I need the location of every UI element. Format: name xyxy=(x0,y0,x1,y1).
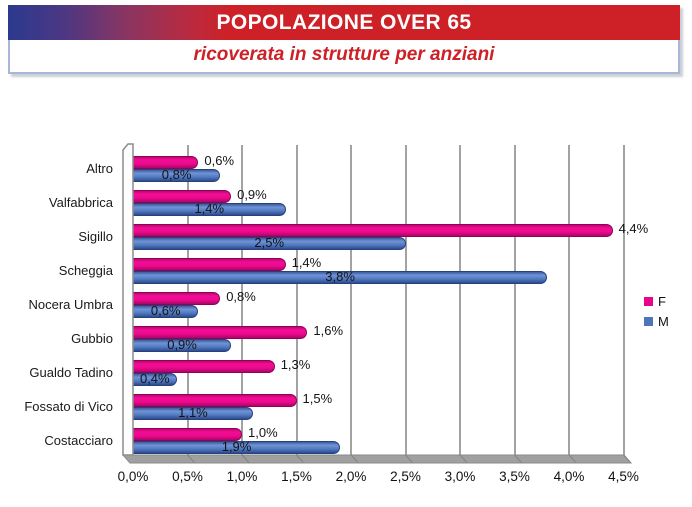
floor-tick xyxy=(296,454,304,463)
floor-tick xyxy=(405,454,413,463)
value-label-m-sigillo: 2,5% xyxy=(254,235,285,250)
gridline xyxy=(459,145,461,455)
page-subtitle: ricoverata in strutture per anziani xyxy=(193,44,495,65)
legend-item-f: F xyxy=(644,293,669,309)
legend-item-m: M xyxy=(644,313,669,329)
header-banner: POPOLAZIONE OVER 65 ricoverata in strutt… xyxy=(8,5,680,74)
value-label-m-fossato-di-vico: 1,1% xyxy=(178,405,208,420)
header-white-band: ricoverata in strutture per anziani xyxy=(8,40,680,74)
legend-label-m: M xyxy=(658,313,669,329)
value-label-m-gubbio: 0,9% xyxy=(167,337,197,352)
floor-tick xyxy=(623,454,631,463)
value-label-f-sigillo: 4,4% xyxy=(618,221,649,236)
x-tick-label: 2,0% xyxy=(335,469,367,484)
floor-tick xyxy=(514,454,522,463)
page-title: POPOLAZIONE OVER 65 xyxy=(216,11,472,34)
value-label-m-altro: 0,8% xyxy=(161,167,192,182)
gridline xyxy=(295,145,298,455)
value-label-f-gubbio: 1,6% xyxy=(313,323,344,338)
category-label-scheggia: Scheggia xyxy=(58,263,113,278)
header-red-band: POPOLAZIONE OVER 65 xyxy=(8,5,680,40)
floor-tick xyxy=(459,454,468,463)
category-label-sigillo: Sigillo xyxy=(78,229,113,244)
x-tick-label: 0,5% xyxy=(172,469,203,484)
axis-floor-3d xyxy=(121,454,633,464)
value-label-f-altro: 0,6% xyxy=(204,153,235,168)
floor-tick xyxy=(187,454,195,463)
category-label-gubbio: Gubbio xyxy=(71,331,113,346)
gridline xyxy=(513,145,516,455)
x-tick-label: 1,5% xyxy=(281,469,312,484)
category-label-costacciaro: Costacciaro xyxy=(44,433,113,448)
x-tick-label: 3,0% xyxy=(444,469,476,484)
bar-chart: Altro Valfabbrica Sigillo Scheggia Nocera Um… xyxy=(0,95,692,507)
value-label-f-scheggia: 1,4% xyxy=(291,255,322,270)
category-label-valfabbrica: Valfabbrica xyxy=(48,195,113,210)
x-tick-label: 2,5% xyxy=(390,469,421,484)
floor-tick xyxy=(350,454,359,463)
gridline xyxy=(241,145,243,455)
category-label-fossato-di-vico: Fossato di Vico xyxy=(24,399,113,414)
x-tick-label: 1,0% xyxy=(226,469,258,484)
value-label-f-gualdo-tadino: 1,3% xyxy=(280,357,311,372)
value-label-m-nocera-umbra: 0,6% xyxy=(150,303,181,318)
gridline xyxy=(568,145,570,455)
value-label-m-valfabbrica: 1,4% xyxy=(194,201,225,216)
value-label-f-costacciaro: 1,0% xyxy=(248,425,278,440)
value-label-m-costacciaro: 1,9% xyxy=(221,439,252,454)
value-label-f-fossato-di-vico: 1,5% xyxy=(302,391,333,406)
value-label-f-valfabbrica: 0,9% xyxy=(237,187,267,202)
floor-tick xyxy=(568,454,577,463)
value-label-f-nocera-umbra: 0,8% xyxy=(226,289,256,304)
gridline xyxy=(622,145,625,455)
x-tick-label: 3,5% xyxy=(499,469,530,484)
bar-f-scheggia xyxy=(124,258,286,271)
legend-swatch-m xyxy=(644,316,653,326)
value-label-m-scheggia: 3,8% xyxy=(325,269,355,284)
gridline xyxy=(404,145,407,455)
x-tick-label: 0,0% xyxy=(117,469,149,484)
bar-f-sigillo xyxy=(124,224,613,237)
gridline xyxy=(350,145,352,455)
floor-tick xyxy=(241,454,250,463)
legend-swatch-f xyxy=(644,296,653,306)
x-tick-label: 4,0% xyxy=(553,469,585,484)
x-tick-label: 4,5% xyxy=(608,469,639,484)
category-label-nocera-umbra: Nocera Umbra xyxy=(28,297,113,312)
category-label-altro: Altro xyxy=(86,161,113,176)
value-label-m-gualdo-tadino: 0,4% xyxy=(139,371,170,386)
category-label-gualdo-tadino: Gualdo Tadino xyxy=(29,365,113,380)
legend-label-f: F xyxy=(658,293,666,309)
